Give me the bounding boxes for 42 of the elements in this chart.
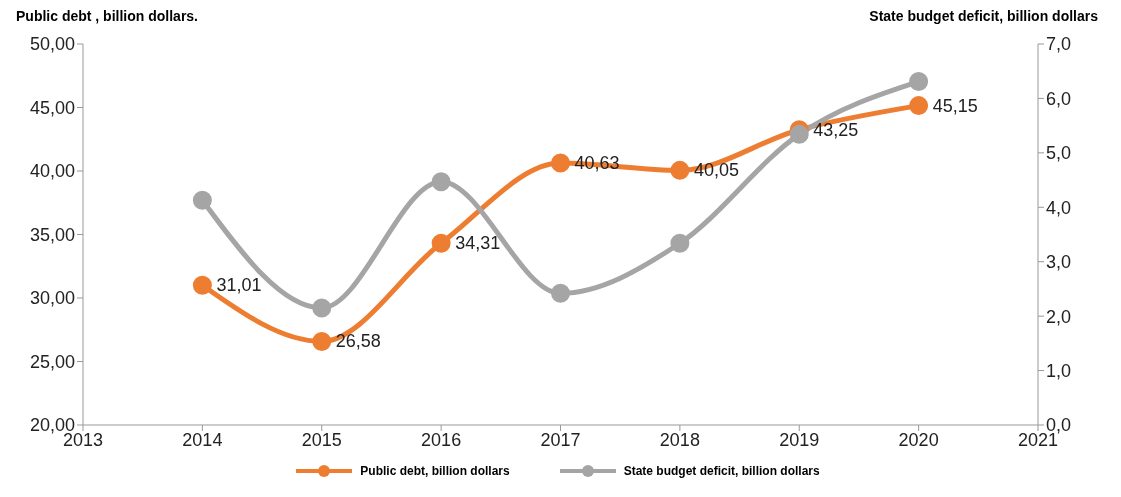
point xyxy=(551,153,570,173)
legend-label: Public debt, billion dollars xyxy=(360,464,510,478)
point xyxy=(909,72,929,92)
y2-tick-label: 3,0 xyxy=(1046,252,1072,273)
x-tick-label: 2016 xyxy=(421,429,462,450)
y2-tick-label: 5,0 xyxy=(1046,143,1072,164)
x-tick-label: 2015 xyxy=(301,429,342,450)
point xyxy=(431,233,451,253)
y-axis-title: Public debt , billion dollars. xyxy=(16,8,199,24)
data-label: 45,15 xyxy=(932,95,978,116)
point xyxy=(670,160,690,180)
y2-axis-title: State budget deficit, billion dollars xyxy=(869,8,1098,24)
x-tick-label: 2020 xyxy=(898,429,939,450)
y2-tick-label: 1,0 xyxy=(1046,360,1072,381)
point xyxy=(192,275,212,295)
point xyxy=(909,96,929,116)
data-label: 31,01 xyxy=(216,275,262,296)
y-tick-label: 30,00 xyxy=(29,288,75,309)
point xyxy=(312,298,332,318)
x-tick-label: 2014 xyxy=(182,429,223,450)
y-tick-label: 45,00 xyxy=(29,97,75,118)
data-label: 40,05 xyxy=(693,160,739,181)
y2-tick-label: 7,0 xyxy=(1046,34,1072,55)
y2-tick-label: 2,0 xyxy=(1046,306,1072,327)
data-label: 34,31 xyxy=(455,233,501,254)
point xyxy=(312,331,332,351)
data-label: 26,58 xyxy=(335,331,381,352)
point xyxy=(670,233,690,253)
y2-tick-label: 4,0 xyxy=(1046,197,1072,218)
legend-label: State budget deficit, billion dollars xyxy=(623,464,820,478)
data-label: 43,25 xyxy=(813,119,859,140)
y2-tick-label: 6,0 xyxy=(1046,88,1072,109)
y-tick-label: 50,00 xyxy=(29,34,75,55)
point xyxy=(551,283,570,303)
x-tick-label: 2019 xyxy=(779,429,820,450)
y-tick-label: 35,00 xyxy=(29,224,75,245)
y-tick-label: 40,00 xyxy=(29,161,75,182)
y-tick-label: 25,00 xyxy=(29,351,75,372)
point xyxy=(431,172,451,192)
x-tick-label: 2018 xyxy=(659,429,700,450)
x-tick-label: 2017 xyxy=(540,429,581,450)
point xyxy=(192,190,212,210)
